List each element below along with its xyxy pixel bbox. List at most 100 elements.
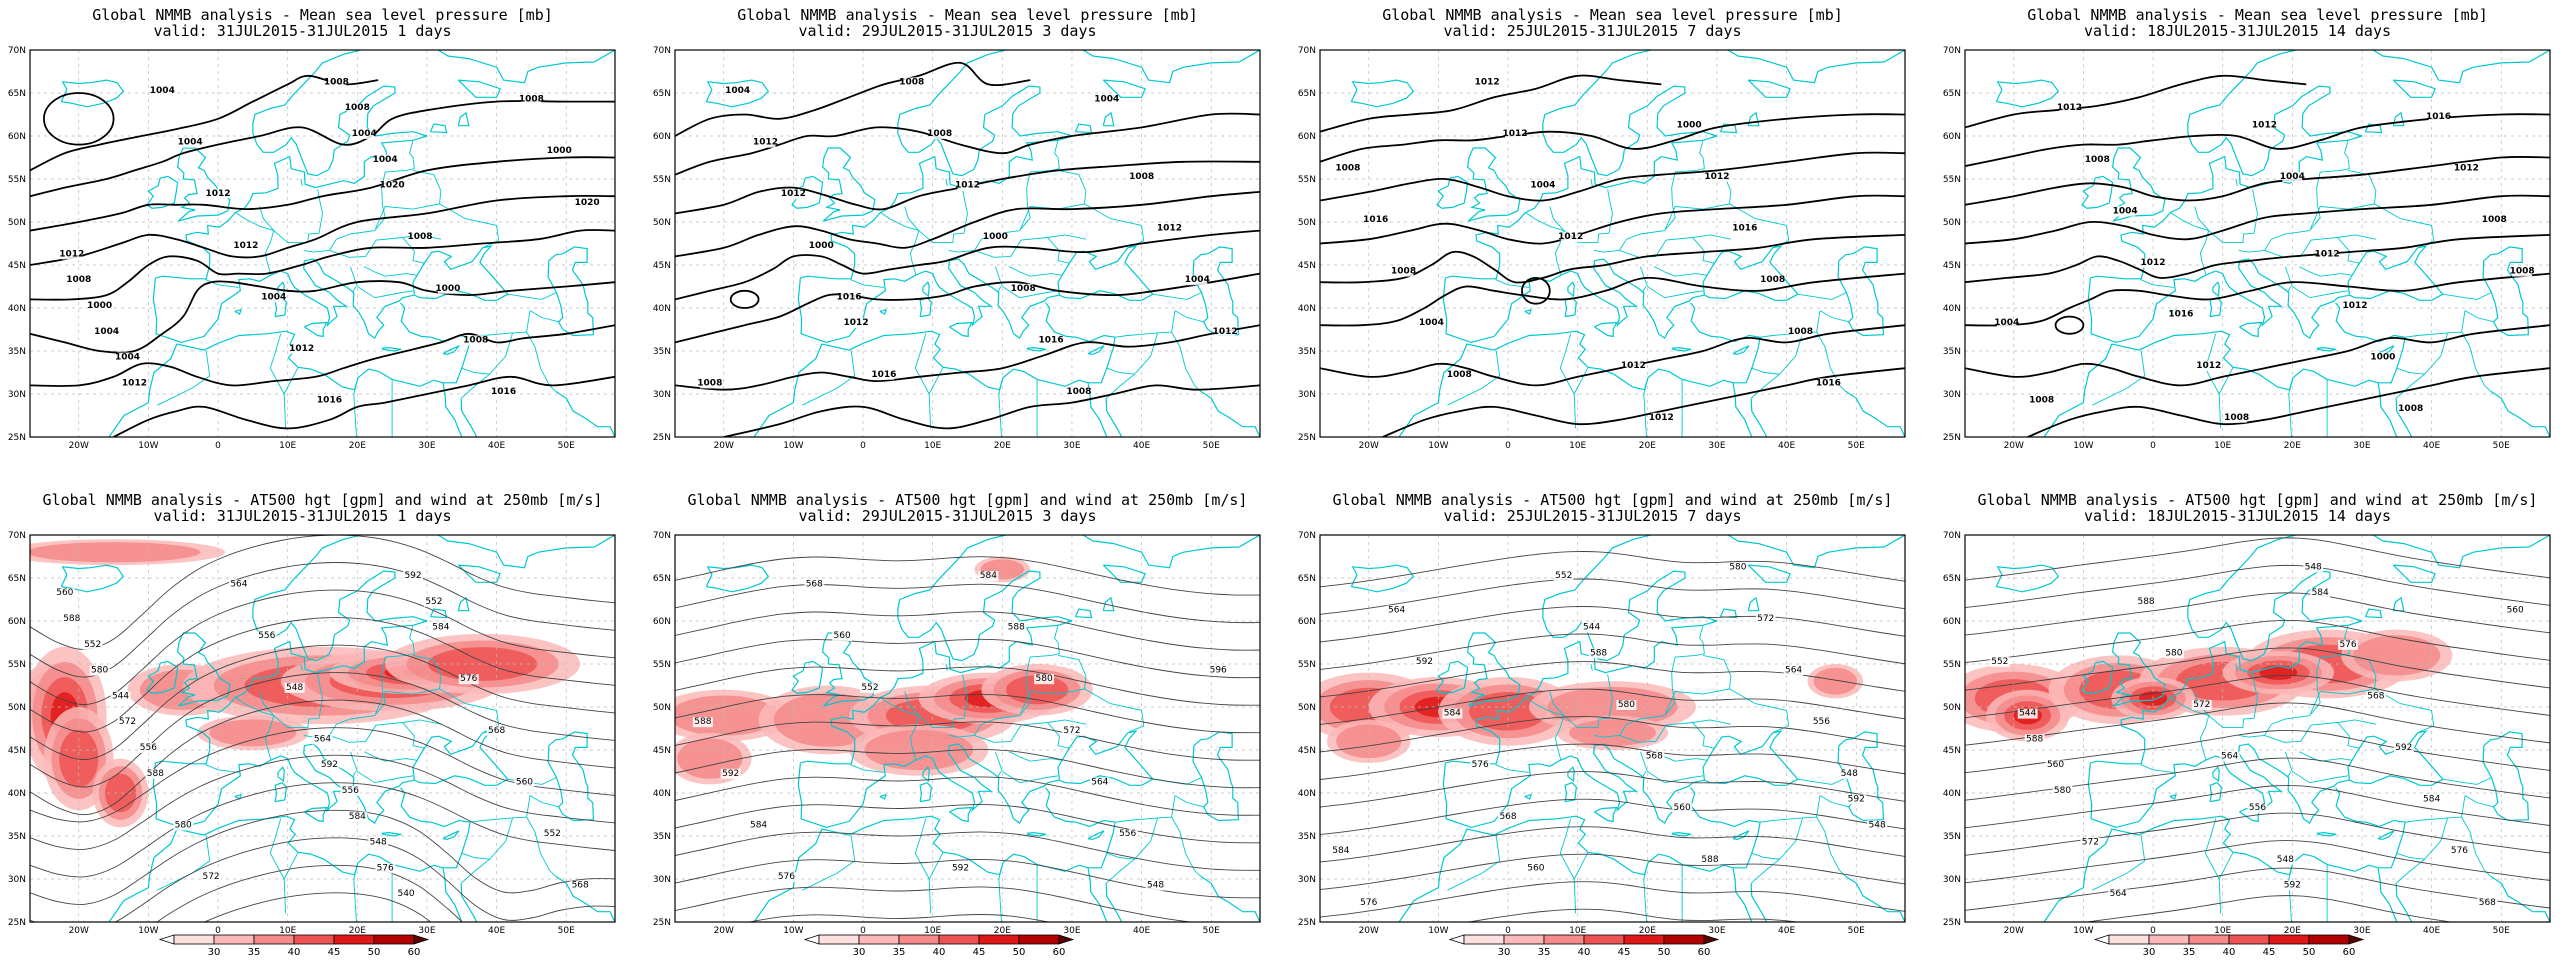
lon-tick-label: 40E	[2423, 441, 2440, 451]
lat-tick-label: 45N	[653, 261, 671, 271]
lon-tick-label: 20E	[2284, 441, 2301, 451]
contour-lines	[30, 535, 615, 922]
colorbar-tick-label: 45	[328, 947, 341, 958]
contour-label: 564	[2110, 889, 2127, 899]
contour-label: 560	[2507, 605, 2524, 615]
lat-tick-label: 55N	[8, 175, 26, 185]
contour-label: 588	[1590, 648, 1607, 658]
contour-label: 1004	[1094, 95, 1119, 105]
colorbar-swatch	[1463, 934, 1505, 945]
contour-label: 568	[806, 580, 823, 590]
jet-shading	[1547, 686, 1678, 728]
panel-valid-date: valid: 31JUL2015-31JUL2015 1 days	[153, 507, 451, 525]
contour-lines	[675, 61, 1260, 437]
panel-title: Global NMMB analysis - Mean sea level pr…	[1382, 6, 1843, 24]
jet-shading	[209, 719, 297, 747]
map-panel: Global NMMB analysis - AT500 hgt [gpm] a…	[1943, 491, 2551, 958]
contour-label: 1012	[2454, 163, 2479, 173]
contour-label: 1008	[324, 77, 349, 87]
contour-label: 1004	[115, 353, 140, 363]
contour-label: 1004	[261, 292, 286, 302]
lon-tick-label: 0	[215, 926, 221, 936]
lat-tick-label: 65N	[1943, 574, 1961, 584]
lat-tick-label: 45N	[1298, 746, 1316, 756]
colorbar-tick-label: 35	[2183, 947, 2196, 958]
contour-label: 592	[1416, 657, 1433, 667]
contour-label: 560	[1527, 863, 1544, 873]
lon-tick-label: 50E	[1203, 926, 1220, 936]
lat-tick-label: 35N	[1298, 347, 1316, 357]
contour-label: 1012	[1704, 172, 1729, 182]
jet-shading	[30, 542, 201, 563]
lon-tick-label: 0	[215, 441, 221, 451]
lon-tick-label: 30E	[1708, 926, 1725, 936]
lon-tick-label: 10W	[2073, 441, 2093, 451]
lat-tick-label: 30N	[1298, 875, 1316, 885]
contour-label: 1000	[983, 232, 1008, 242]
contour-label: 1012	[2315, 249, 2340, 259]
lon-tick-label: 20E	[994, 441, 1011, 451]
contour-label: 1008	[1788, 327, 1813, 337]
colorbar-tick-label: 60	[2343, 947, 2356, 958]
map-background	[30, 50, 615, 437]
contour-label: 1012	[1649, 413, 1674, 423]
contour-label: 564	[1785, 666, 1802, 676]
colorbar-swatch	[2108, 934, 2150, 945]
lat-tick-label: 55N	[1943, 175, 1961, 185]
contour-label: 1016	[2168, 310, 2193, 320]
contour-label: 556	[1813, 717, 1830, 727]
lat-tick-label: 35N	[8, 347, 26, 357]
contour-label: 572	[2082, 838, 2099, 848]
lon-tick-label: 20W	[2004, 441, 2024, 451]
lat-tick-label: 45N	[1943, 746, 1961, 756]
lat-tick-label: 60N	[1943, 132, 1961, 142]
lat-tick-label: 70N	[653, 46, 671, 56]
coastlines	[1350, 535, 1905, 922]
contour-label: 572	[202, 872, 219, 882]
contour-label: 592	[1848, 795, 1865, 805]
contour-label: 544	[1583, 623, 1600, 633]
lon-tick-label: 50E	[2493, 926, 2510, 936]
map-panel: Global NMMB analysis - AT500 hgt [gpm] a…	[1298, 491, 1906, 958]
contour-label: 1008	[697, 378, 722, 388]
lon-tick-label: 20E	[994, 926, 1011, 936]
contour-label: 592	[321, 760, 338, 770]
lon-tick-label: 30E	[1708, 441, 1725, 451]
lat-tick-label: 40N	[653, 789, 671, 799]
colorbar-swatch	[333, 934, 375, 945]
panel-valid-date: valid: 18JUL2015-31JUL2015 14 days	[2084, 507, 2391, 525]
lon-tick-label: 30E	[418, 441, 435, 451]
lon-tick-label: 50E	[558, 926, 575, 936]
lat-tick-label: 40N	[1943, 789, 1961, 799]
contour-label: 580	[2165, 648, 2182, 658]
lat-tick-label: 50N	[1298, 703, 1316, 713]
colorbar-tick-label: 50	[368, 947, 381, 958]
contour-label: 572	[119, 717, 136, 727]
contour-label: 560	[1674, 803, 1691, 813]
contour-label: 1008	[1335, 163, 1360, 173]
contour-label: 1020	[380, 181, 405, 191]
map-panel: Global NMMB analysis - Mean sea level pr…	[1943, 6, 2551, 451]
colorbar-tick-label: 50	[1013, 947, 1026, 958]
panel-title: Global NMMB analysis - Mean sea level pr…	[2027, 6, 2488, 24]
lat-tick-label: 45N	[8, 261, 26, 271]
contour-label: 544	[112, 691, 129, 701]
contour-label: 552	[1555, 571, 1572, 581]
contour-label: 1004	[725, 86, 750, 96]
map-panel: Global NMMB analysis - Mean sea level pr…	[1298, 6, 1906, 451]
colorbar-tick-label: 30	[1498, 947, 1511, 958]
contour-label: 1012	[2342, 301, 2367, 311]
coastlines	[60, 535, 615, 922]
colorbar-swatch	[173, 934, 215, 945]
colorbar-tick-label: 40	[2223, 947, 2236, 958]
lat-tick-label: 60N	[1943, 617, 1961, 627]
lat-tick-label: 65N	[8, 89, 26, 99]
lon-tick-label: 10W	[2073, 926, 2093, 936]
contour-label: 580	[1618, 700, 1635, 710]
lon-tick-label: 0	[2150, 926, 2156, 936]
colorbar-tick-label: 35	[248, 947, 261, 958]
contour-label: 576	[778, 872, 795, 882]
lat-tick-label: 60N	[8, 132, 26, 142]
colorbar-swatch	[858, 934, 900, 945]
lon-tick-label: 10W	[1428, 441, 1448, 451]
